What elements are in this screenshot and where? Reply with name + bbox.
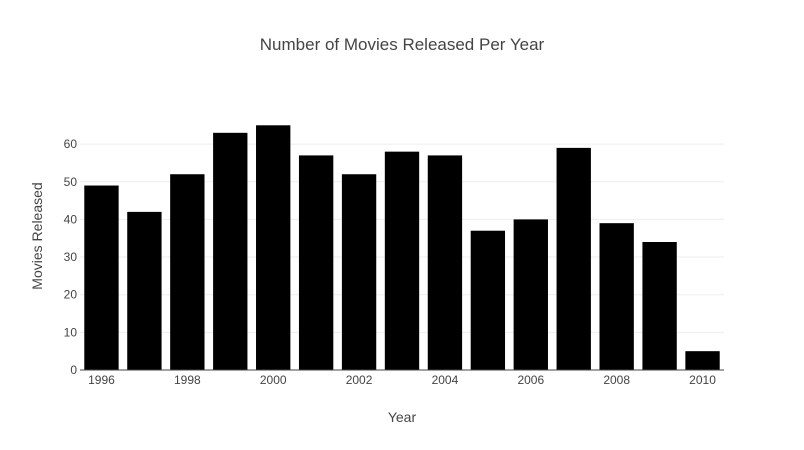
bar-1998 [170,174,205,370]
bar-1997 [127,211,162,370]
bar-2010 [685,351,720,370]
bar-2003 [384,151,420,370]
y-tick-label: 10 [64,325,78,339]
x-tick-label: 2010 [689,373,716,387]
bar-1996 [84,185,119,370]
bar-2002 [341,174,377,370]
bar-2007 [556,147,591,370]
y-tick-label: 0 [70,363,77,377]
bar-2009 [642,242,677,370]
bars [84,125,720,370]
chart-title: Number of Movies Released Per Year [260,35,545,54]
bar-2006 [513,219,548,370]
y-tick-label: 40 [64,212,78,226]
y-axis-title: Movies Released [29,182,45,289]
x-tick-label: 1998 [174,373,201,387]
x-tick-label: 2002 [346,373,373,387]
x-tick-label: 2004 [432,373,459,387]
x-axis-ticks: 1996 1998 2000 2002 2004 2006 2008 2010 [88,373,716,387]
y-tick-label: 60 [64,137,78,151]
x-tick-label: 2000 [260,373,287,387]
bar-2000 [256,125,291,370]
y-tick-label: 50 [64,175,78,189]
y-axis-ticks: 0 10 20 30 40 50 60 [64,137,78,377]
bar-2005 [470,230,506,370]
bar-2001 [298,155,334,370]
bar-2004 [427,155,463,370]
x-tick-label: 2006 [517,373,544,387]
x-tick-label: 1996 [88,373,115,387]
y-tick-label: 30 [64,250,78,264]
x-axis-title: Year [388,409,417,425]
bar-1999 [213,132,248,370]
bar-2008 [599,223,634,370]
x-tick-label: 2008 [603,373,630,387]
y-tick-label: 20 [64,288,78,302]
